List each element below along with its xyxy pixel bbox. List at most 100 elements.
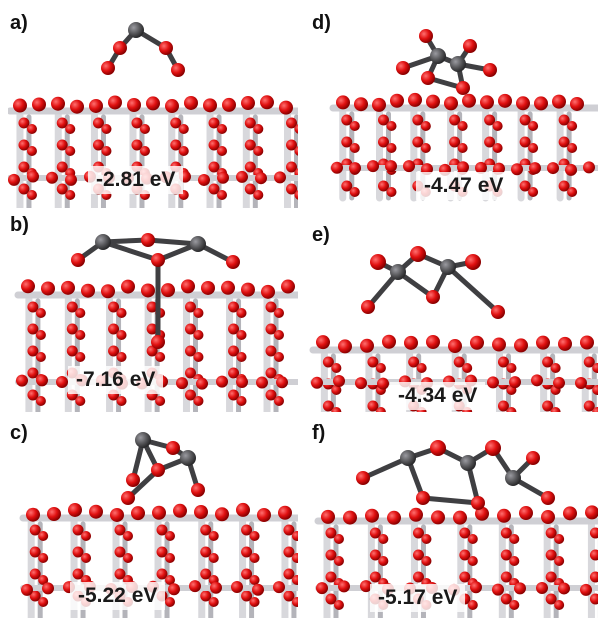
oxygen-atom [165,99,179,114]
oxygen-atom [56,161,68,173]
oxygen-atom [286,161,298,173]
oxygen-atom [480,95,494,110]
oxygen-atom [536,581,548,594]
oxygen-atom [27,345,39,357]
oxygen-atom [545,571,557,583]
oxygen-atom [583,400,595,412]
oxygen-atom [131,117,143,129]
oxygen-atom [349,187,360,197]
oxygen-atom [457,121,468,131]
oxygen-atom [552,94,566,109]
cluster-atom [390,264,406,280]
oxygen-atom [81,531,92,541]
oxygen-atom [554,600,565,610]
oxygen-atom [113,41,127,55]
oxygen-atom [127,97,141,112]
oxygen-atom [467,534,478,544]
oxygen-atom [193,308,204,318]
oxygen-atom [583,161,595,174]
oxygen-atom [274,396,285,406]
oxygen-atom [155,352,166,362]
oxygen-atom [265,389,277,401]
oxygen-atom [553,376,565,389]
oxygen-atom [509,600,520,610]
oxygen-atom [200,546,212,558]
oxygen-atom [377,136,389,148]
oxygen-atom [322,356,334,368]
oxygen-atom [567,187,578,197]
oxygen-atom [217,190,228,200]
oxygen-atom [321,509,335,524]
panel-label-b: b) [10,214,29,236]
oxygen-atom [341,136,353,148]
oxygen-atom [449,114,461,126]
oxygen-atom [151,253,165,267]
oxygen-atom [408,356,420,368]
oxygen-atom [528,143,539,153]
oxygen-atom [170,139,182,151]
oxygen-atom [116,330,127,340]
oxygen-atom [589,571,598,583]
oxygen-atom [241,96,255,111]
cluster-atom [190,236,206,252]
oxygen-atom [253,124,264,134]
oxygen-atom [178,124,189,134]
oxygen-atom [471,496,485,510]
oxygen-atom [412,571,424,583]
oxygen-atom [273,581,285,594]
oxygen-atom [485,440,501,456]
oxygen-atom [123,553,134,563]
bond [360,455,411,481]
oxygen-atom [509,376,521,389]
oxygen-atom [29,546,41,558]
oxygen-atom [484,114,496,126]
oxygen-atom [116,352,127,362]
oxygen-atom [156,546,168,558]
oxygen-atom [516,96,530,111]
oxygen-atom [236,376,248,389]
oxygen-atom [241,590,253,602]
oxygen-atom [453,356,465,368]
oxygen-atom [291,531,298,541]
oxygen-atom [430,440,446,456]
oxygen-atom [46,171,58,184]
oxygen-atom [38,531,49,541]
oxygen-atom [75,352,86,362]
oxygen-atom [349,121,360,131]
oxygen-atom [200,568,212,580]
oxygen-atom [228,389,240,401]
panel-label-e: e) [312,224,330,246]
oxygen-atom [338,580,350,593]
oxygen-atom [139,146,150,156]
oxygen-atom [387,510,401,525]
oxygen-atom [356,471,370,485]
oxygen-atom [65,190,76,200]
oxygen-atom [369,527,381,539]
oxygen-atom [21,279,35,294]
oxygen-atom [281,279,295,294]
oxygen-atom [236,502,250,517]
oxygen-atom [421,556,432,566]
oxygen-atom [492,337,506,352]
oxygen-atom [26,146,37,156]
oxygen-atom [141,283,155,298]
oxygen-atom [171,63,185,77]
oxygen-atom [583,356,595,368]
oxygen-atom [404,335,418,350]
oxygen-atom [201,280,215,295]
oxygen-atom [16,374,28,387]
oxygen-atom [498,93,512,108]
oxygen-atom [210,581,222,594]
oxygen-atom [294,146,298,156]
oxygen-atom [589,549,598,561]
oxygen-atom [554,534,565,544]
oxygen-atom [249,553,260,563]
oxygen-atom [367,356,379,368]
oxygen-atom [21,583,33,596]
oxygen-atom [448,339,462,354]
panel-b: b) -7.16 eV [8,212,298,412]
oxygen-atom [291,553,298,563]
cluster-atom [95,234,111,250]
oxygen-atom [528,121,539,131]
oxygen-atom [279,100,293,115]
